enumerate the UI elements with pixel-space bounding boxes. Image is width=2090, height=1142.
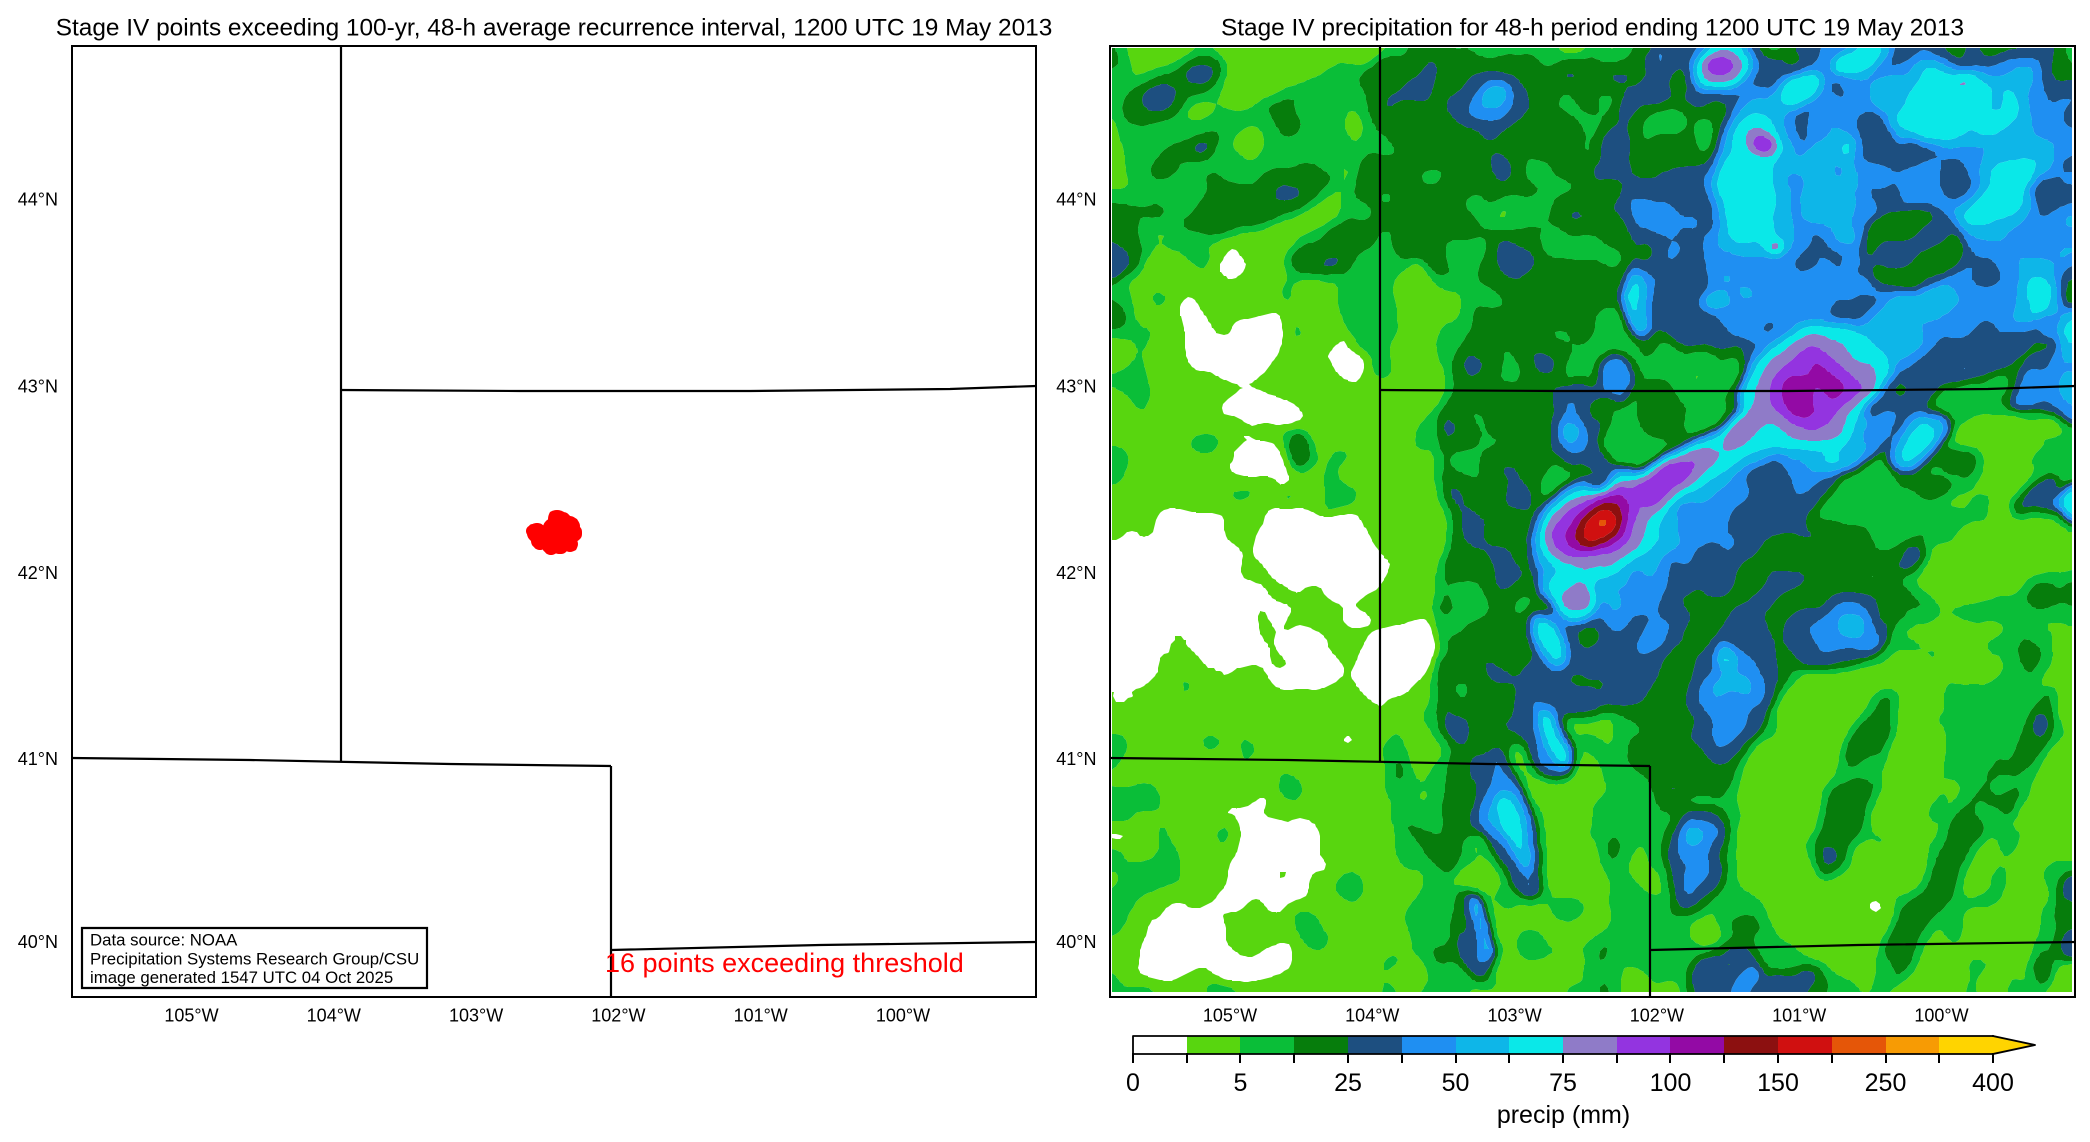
svg-text:100°W: 100°W: [1914, 1006, 1968, 1026]
svg-text:Data source: NOAA: Data source: NOAA: [90, 931, 238, 950]
svg-text:42°N: 42°N: [1056, 563, 1096, 583]
svg-text:104°W: 104°W: [1345, 1006, 1399, 1026]
svg-text:42°N: 42°N: [18, 563, 58, 583]
svg-text:43°N: 43°N: [1056, 377, 1096, 397]
svg-text:100: 100: [1650, 1069, 1692, 1097]
svg-text:103°W: 103°W: [1487, 1006, 1541, 1026]
svg-text:44°N: 44°N: [18, 190, 58, 210]
svg-text:400: 400: [1972, 1069, 2014, 1097]
svg-text:41°N: 41°N: [18, 749, 58, 769]
svg-text:0: 0: [1126, 1069, 1140, 1097]
svg-text:101°W: 101°W: [734, 1006, 788, 1026]
svg-text:75: 75: [1549, 1069, 1577, 1097]
svg-text:precip (mm): precip (mm): [1497, 1101, 1630, 1129]
svg-text:105°W: 105°W: [164, 1006, 218, 1026]
svg-text:40°N: 40°N: [1056, 932, 1096, 952]
svg-text:25: 25: [1334, 1069, 1362, 1097]
svg-text:40°N: 40°N: [18, 932, 58, 952]
svg-text:Stage IV points exceeding 100-: Stage IV points exceeding 100-yr, 48-h a…: [56, 15, 1053, 42]
svg-text:103°W: 103°W: [449, 1006, 503, 1026]
svg-text:Stage IV precipitation for 48-: Stage IV precipitation for 48-h period e…: [1221, 15, 1964, 42]
svg-text:102°W: 102°W: [1630, 1006, 1684, 1026]
svg-text:41°N: 41°N: [1056, 749, 1096, 769]
svg-text:5: 5: [1234, 1069, 1248, 1097]
svg-text:16 points exceeding threshold: 16 points exceeding threshold: [605, 948, 964, 978]
svg-text:150: 150: [1757, 1069, 1799, 1097]
svg-text:43°N: 43°N: [18, 377, 58, 397]
svg-text:105°W: 105°W: [1203, 1006, 1257, 1026]
svg-text:50: 50: [1442, 1069, 1470, 1097]
svg-text:100°W: 100°W: [876, 1006, 930, 1026]
svg-text:44°N: 44°N: [1056, 190, 1096, 210]
svg-text:101°W: 101°W: [1772, 1006, 1826, 1026]
svg-text:250: 250: [1865, 1069, 1907, 1097]
svg-text:102°W: 102°W: [591, 1006, 645, 1026]
svg-text:104°W: 104°W: [307, 1006, 361, 1026]
svg-text:image generated 1547 UTC 04 Oc: image generated 1547 UTC 04 Oct 2025: [90, 968, 393, 987]
svg-text:Precipitation Systems Research: Precipitation Systems Research Group/CSU: [90, 950, 419, 969]
